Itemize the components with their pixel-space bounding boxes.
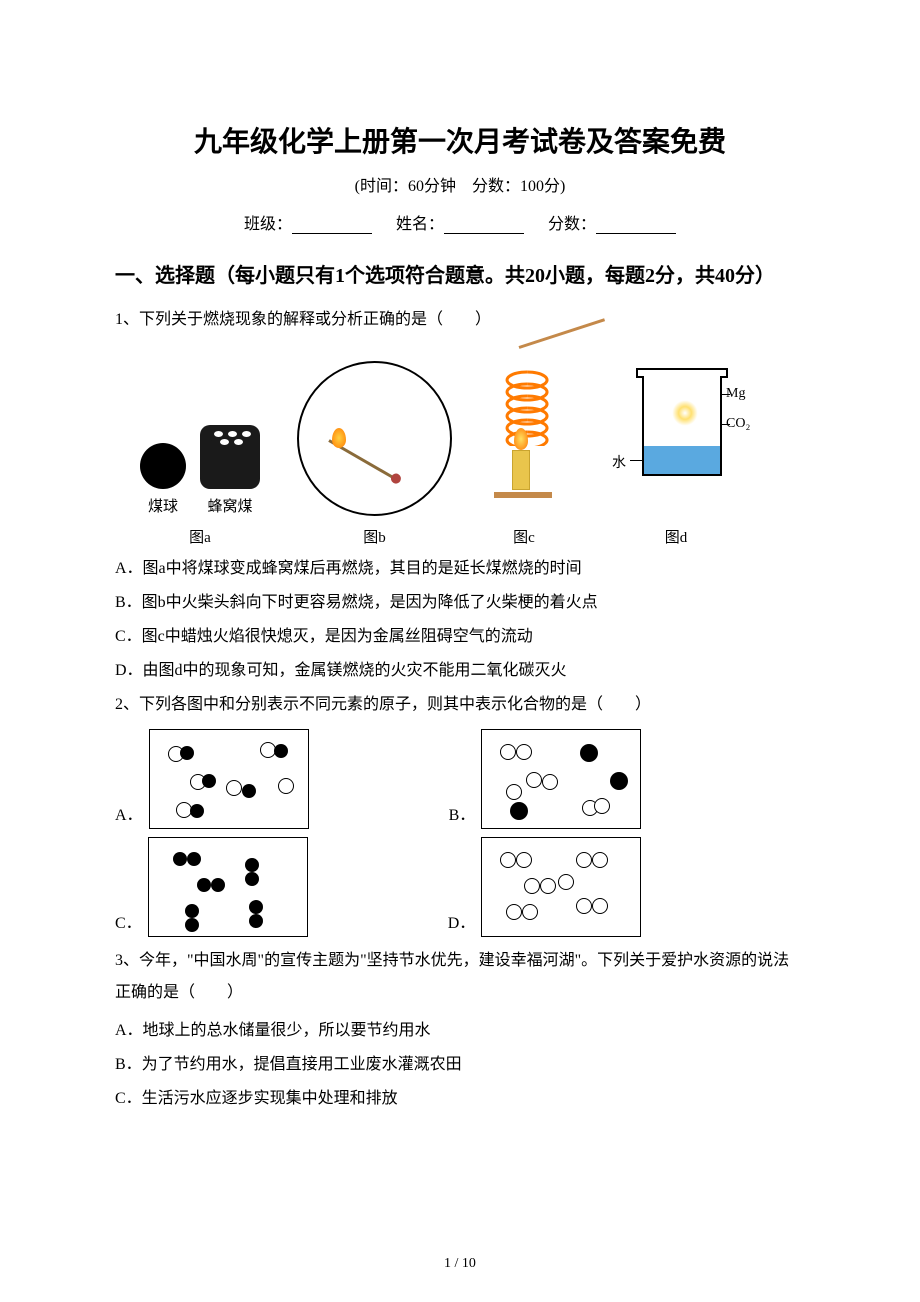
name-blank[interactable] [444, 216, 524, 234]
score-label: 分数： [548, 216, 596, 233]
match-circle-icon [297, 361, 452, 516]
q3-option-a: A．地球上的总水储量很少，所以要节约用水 [115, 1015, 805, 1047]
q1-option-a: A．图a中将煤球变成蜂窝煤后再燃烧，其目的是延长煤燃烧的时间 [115, 553, 805, 585]
molecule-box-d [481, 837, 641, 937]
q1-option-c: C．图c中蜡烛火焰很快熄灭，是因为金属丝阻碍空气的流动 [115, 621, 805, 653]
section-1-header: 一、选择题（每小题只有1个选项符合题意。共20小题，每题2分，共40分） [115, 254, 805, 298]
q1-option-d: D．由图d中的现象可知，金属镁燃烧的火灾不能用二氧化碳灭火 [115, 655, 805, 687]
figure-c: 图c [464, 346, 584, 547]
molecule-box-b [481, 729, 641, 829]
figure-d-caption: 图d [665, 526, 688, 547]
question-2: 2、下列各图中和分别表示不同元素的原子，则其中表示化合物的是（ ） [115, 689, 805, 721]
figure-c-caption: 图c [513, 526, 535, 547]
q2-b-label: B． [449, 801, 476, 829]
q2-a-label: A． [115, 801, 143, 829]
q1-figures: 煤球 蜂窝煤 图a 图b [115, 346, 805, 547]
jar-icon: Mg CO₂ 水 [596, 346, 756, 516]
figure-d: Mg CO₂ 水 图d [596, 346, 756, 547]
q1-options: A．图a中将煤球变成蜂窝煤后再燃烧，其目的是延长煤燃烧的时间 B．图b中火柴头斜… [115, 553, 805, 687]
page-number: 1 / 10 [0, 1256, 920, 1272]
figure-a: 煤球 蜂窝煤 图a [115, 425, 285, 547]
molecule-box-a [149, 729, 309, 829]
class-label: 班级： [244, 216, 292, 233]
q3-options: A．地球上的总水储量很少，所以要节约用水 B．为了节约用水，提倡直接用工业废水灌… [115, 1015, 805, 1115]
q2-row-1: A． B． [115, 729, 805, 829]
info-line: 班级： 姓名： 分数： [115, 210, 805, 234]
water-label: 水 [612, 452, 626, 472]
honeycomb-icon [200, 425, 260, 489]
figure-a-caption: 图a [189, 526, 211, 547]
q3-option-c: C．生活污水应逐步实现集中处理和排放 [115, 1083, 805, 1115]
spiral-candle-icon [464, 346, 584, 516]
q3-option-b: B．为了节约用水，提倡直接用工业废水灌溉农田 [115, 1049, 805, 1081]
figure-b: 图b [297, 361, 452, 547]
subtitle: (时间：60分钟 分数：100分) [115, 172, 805, 196]
page-title: 九年级化学上册第一次月考试卷及答案免费 [115, 120, 805, 160]
question-3: 3、今年，"中国水周"的宣传主题为"坚持节水优先，建设幸福河湖"。下列关于爱护水… [115, 945, 805, 1009]
q2-row-2: C． D． [115, 837, 805, 937]
name-label: 姓名： [396, 216, 444, 233]
question-1: 1、下列关于燃烧现象的解释或分析正确的是（ ） [115, 304, 805, 336]
honeycomb-label: 蜂窝煤 [207, 495, 252, 516]
q1-option-b: B．图b中火柴头斜向下时更容易燃烧，是因为降低了火柴梗的着火点 [115, 587, 805, 619]
coal-ball-label: 煤球 [148, 495, 178, 516]
q2-c-label: C． [115, 909, 142, 937]
class-blank[interactable] [292, 216, 372, 234]
molecule-box-c [148, 837, 308, 937]
q2-d-label: D． [448, 909, 476, 937]
coal-ball-icon [140, 443, 186, 489]
figure-b-caption: 图b [363, 526, 386, 547]
score-blank[interactable] [596, 216, 676, 234]
